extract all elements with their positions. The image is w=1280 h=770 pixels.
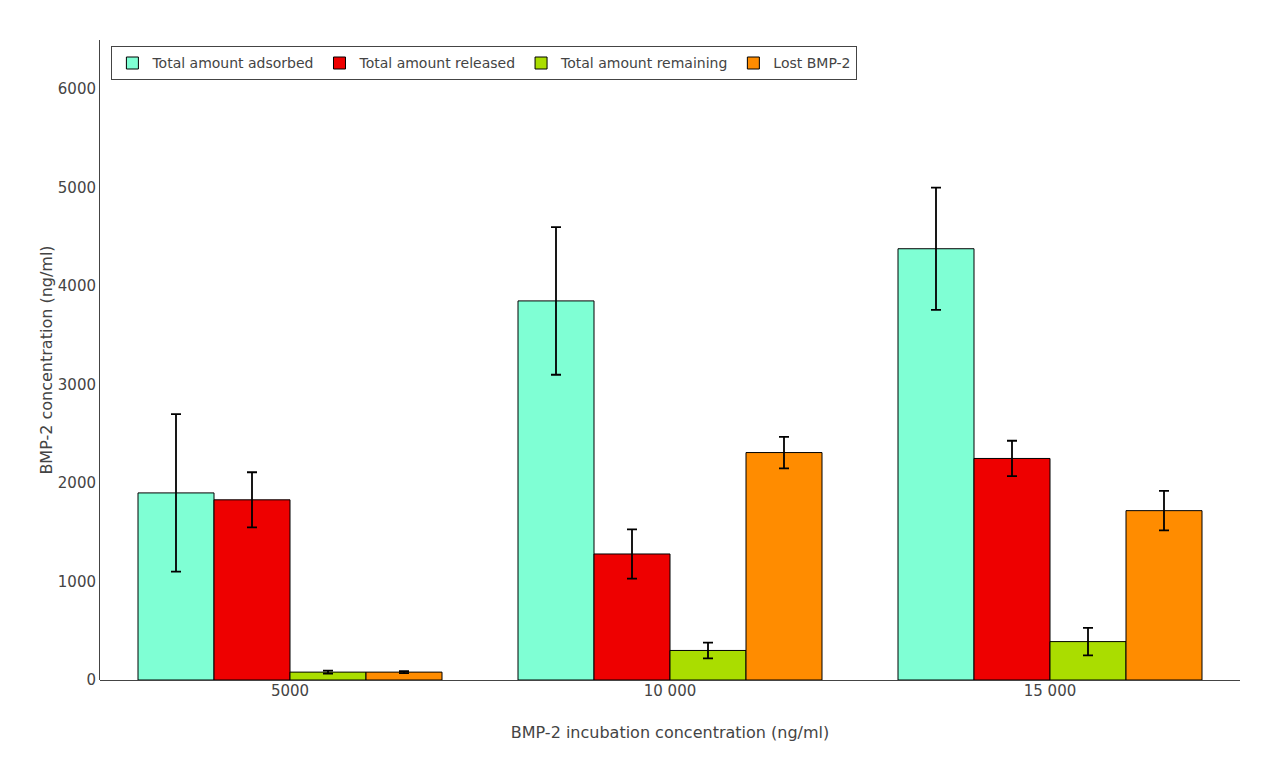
svg-text:1000: 1000 [58,573,96,591]
svg-text:Total amount released: Total amount released [358,55,515,71]
svg-text:10 000: 10 000 [644,682,697,700]
svg-text:Total amount remaining: Total amount remaining [560,55,727,71]
svg-text:5000: 5000 [58,179,96,197]
svg-text:BMP-2 incubation concentration: BMP-2 incubation concentration (ng/ml) [511,723,829,742]
svg-text:6000: 6000 [58,80,96,98]
svg-text:3000: 3000 [58,376,96,394]
svg-text:4000: 4000 [58,277,96,295]
svg-text:2000: 2000 [58,474,96,492]
svg-text:Lost BMP-2: Lost BMP-2 [773,55,850,71]
svg-text:0: 0 [86,671,96,689]
svg-text:BMP-2 concentration (ng/ml): BMP-2 concentration (ng/ml) [37,245,56,474]
svg-text:15 000: 15 000 [1024,682,1077,700]
svg-text:Total amount adsorbed: Total amount adsorbed [151,55,313,71]
svg-text:5000: 5000 [271,682,309,700]
